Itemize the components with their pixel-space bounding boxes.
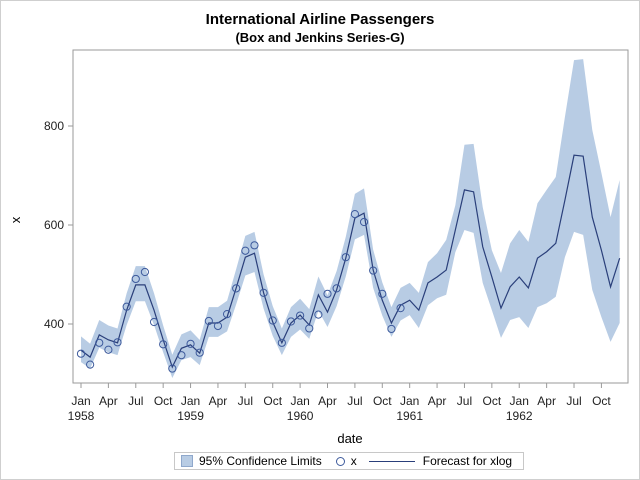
plot-area-border	[72, 49, 629, 384]
x-tick-label: Apr	[318, 394, 337, 408]
x-tick-year-label: 1961	[396, 409, 423, 423]
y-tick-label: 400	[44, 317, 64, 331]
observed-markers-layer	[76, 210, 405, 373]
observed-point	[104, 345, 113, 354]
x-tick-year-label: 1960	[287, 409, 314, 423]
y-tick-label: 800	[44, 119, 64, 133]
observed-point	[186, 339, 195, 348]
x-tick-label: Jul	[566, 394, 581, 408]
observed-point	[76, 349, 86, 358]
observed-point	[95, 338, 104, 347]
observed-point	[314, 310, 323, 319]
observed-point	[369, 266, 378, 275]
legend-band-label: 95% Confidence Limits	[199, 454, 322, 468]
legend-x-label: x	[350, 454, 357, 468]
confidence-band-layer	[81, 59, 620, 378]
observed-point	[159, 340, 168, 349]
observed-point	[387, 324, 396, 334]
x-tick-label: Jan	[181, 394, 200, 408]
x-tick-label: Oct	[373, 394, 392, 408]
y-axis-label: x	[8, 216, 23, 223]
chart-subtitle: (Box and Jenkins Series-G)	[235, 30, 405, 45]
confidence-band	[81, 59, 620, 378]
legend-line-icon	[368, 460, 415, 462]
observed-point	[268, 316, 277, 325]
legend-circle-marker-icon	[335, 456, 345, 466]
x-tick-label: Apr	[99, 394, 118, 408]
observed-point	[341, 253, 350, 262]
observed-point	[232, 284, 241, 293]
x-tick-label: Jan	[71, 394, 90, 408]
observed-point	[86, 360, 95, 369]
x-axis-label: date	[337, 431, 362, 446]
observed-point	[323, 289, 332, 298]
y-axis: 400 600 800	[44, 119, 73, 331]
observed-point	[204, 316, 213, 326]
x-tick-label: Oct	[154, 394, 173, 408]
observed-point	[250, 241, 259, 250]
forecast-line-layer	[80, 154, 621, 369]
observed-point	[168, 364, 177, 373]
y-tick-label: 600	[44, 218, 64, 232]
x-tick-label: Jan	[290, 394, 309, 408]
observed-point	[241, 246, 250, 255]
x-tick-label: Apr	[537, 394, 556, 408]
observed-point	[113, 338, 122, 347]
chart-title: International Airline Passengers	[205, 11, 435, 28]
observed-point	[350, 210, 359, 219]
x-tick-label: Jan	[400, 394, 419, 408]
x-tick-label: Jul	[128, 394, 143, 408]
observed-point	[286, 317, 296, 326]
x-tick-label: Jul	[238, 394, 253, 408]
forecast-line	[80, 154, 621, 369]
x-tick-label: Jan	[510, 394, 529, 408]
x-tick-year-label: 1959	[177, 409, 204, 423]
x-tick-label: Jul	[347, 394, 362, 408]
legend: 95% Confidence Limits x Forecast for xlo…	[174, 452, 524, 470]
observed-point	[131, 274, 140, 284]
legend-forecast-label: Forecast for xlog	[422, 454, 513, 468]
x-tick-label: Oct	[483, 394, 502, 408]
observed-point	[149, 317, 159, 327]
x-tick-label: Jul	[457, 394, 472, 408]
x-tick-label: Apr	[428, 394, 447, 408]
legend-band-swatch-icon	[181, 455, 193, 467]
observed-point	[195, 348, 204, 357]
x-tick-year-label: 1958	[68, 409, 95, 423]
observed-point	[277, 338, 286, 347]
observed-point	[213, 321, 223, 331]
observed-point	[305, 324, 314, 333]
observed-point	[296, 311, 305, 320]
observed-point	[140, 267, 150, 277]
observed-point	[222, 310, 232, 319]
x-tick-year-label: 1962	[506, 409, 533, 423]
observed-point	[332, 284, 341, 293]
observed-point	[177, 351, 186, 360]
x-tick-label: Oct	[592, 394, 611, 408]
observed-point	[359, 217, 369, 227]
observed-point	[396, 304, 405, 313]
x-tick-label: Apr	[209, 394, 228, 408]
observed-point	[122, 302, 131, 311]
x-tick-label: Oct	[263, 394, 282, 408]
observed-point	[259, 288, 268, 297]
observed-point	[378, 289, 387, 298]
